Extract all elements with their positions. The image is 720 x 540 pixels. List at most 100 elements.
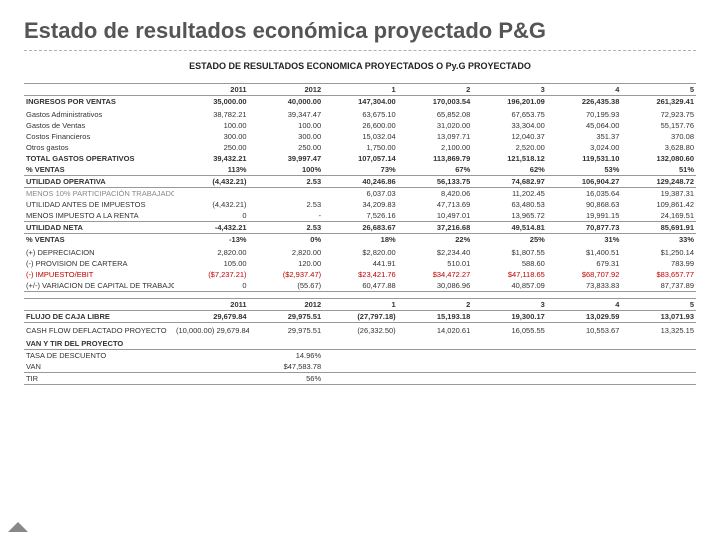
cell-value [398,338,473,350]
cell-value: $68,707.92 [547,269,622,280]
cell-value: 113,869.79 [398,153,473,164]
row-label: % VENTAS [24,164,174,176]
cell-value: 72,923.75 [621,109,696,120]
cell-value: 13,029.59 [547,311,622,323]
cell-value: 53% [547,164,622,176]
table-row: CASH FLOW DEFLACTADO PROYECTO(10,000.00)… [24,325,696,336]
cell-value: 38,782.21 [174,109,249,120]
cell-value: 121,518.12 [472,153,547,164]
cell-value [621,361,696,373]
cell-value [249,188,324,200]
row-label: (+/-) VARIACION DE CAPITAL DE TRABAJO [24,280,174,292]
cell-value: 74,682.97 [472,176,547,188]
cell-value: 70,877.73 [547,222,622,234]
cell-value: 0 [174,280,249,292]
income-statement-table: 2011201212345 INGRESOS POR VENTAS35,000.… [24,83,696,292]
row-label: MENOS 10% PARTICIPACIÓN TRABAJADORES [24,188,174,200]
col-header: 2012 [249,299,324,311]
col-header: 1 [323,299,398,311]
cell-value: 170,003.54 [398,96,473,108]
row-label: VAN [24,361,174,373]
table-row: UTILIDAD NETA-4,432.212.5326,683.6737,21… [24,222,696,234]
cell-value: 10,497.01 [398,210,473,222]
slide-title: Estado de resultados económica proyectad… [24,18,696,44]
table-row: (-) IMPUESTO/EBIT($7,237.21)($2,937.47)$… [24,269,696,280]
col-header: 2012 [249,84,324,96]
row-label: CASH FLOW DEFLACTADO PROYECTO [24,325,174,336]
cell-value: 33% [621,234,696,246]
cell-value: ($2,937.47) [249,269,324,280]
cell-value: 33,304.00 [472,120,547,131]
cell-value: $2,820.00 [323,247,398,258]
cell-value: (27,797.18) [323,311,398,323]
cell-value: 31% [547,234,622,246]
col-header: 2011 [174,84,249,96]
cell-value: 40,857.09 [472,280,547,292]
cell-value: 35,000.00 [174,96,249,108]
cell-value: 56% [249,373,324,385]
cell-value: 106,904.27 [547,176,622,188]
cell-value: 51% [621,164,696,176]
cell-value: 13,071.93 [621,311,696,323]
cell-value: (4,432.21) [174,199,249,210]
cell-value: 129,248.72 [621,176,696,188]
cell-value: 25% [472,234,547,246]
cell-value: 250.00 [249,142,324,153]
table-row: Gastos Administrativos38,782.2139,347.47… [24,109,696,120]
cell-value: 14.96% [249,350,324,362]
row-label: TIR [24,373,174,385]
cell-value: 2.53 [249,176,324,188]
cell-value: 10,553.67 [547,325,622,336]
col-header: 2 [398,299,473,311]
cell-value: 19,387.31 [621,188,696,200]
cell-value: 87,737.89 [621,280,696,292]
cell-value: 6,037.03 [323,188,398,200]
table-row: % VENTAS113%100%73%67%62%53%51% [24,164,696,176]
title-divider [24,50,696,51]
cell-value: 0% [249,234,324,246]
cell-value [398,373,473,385]
corner-triangle-icon [8,522,28,532]
cell-value: 15,032.04 [323,131,398,142]
cell-value: 40,000.00 [249,96,324,108]
cell-value: 441.91 [323,258,398,269]
cell-value [323,338,398,350]
cell-value [174,373,249,385]
cell-value: 18% [323,234,398,246]
cell-value [323,361,398,373]
cell-value [547,373,622,385]
cell-value: 109,861.42 [621,199,696,210]
table-row: TIR 56% [24,373,696,385]
cell-value: 30,086.96 [398,280,473,292]
cell-value: 113% [174,164,249,176]
cell-value [472,350,547,362]
cell-value [621,350,696,362]
cell-value: 2.53 [249,199,324,210]
cell-value: 14,020.61 [398,325,473,336]
cell-value [174,361,249,373]
cell-value [621,373,696,385]
cell-value: 26,683.67 [323,222,398,234]
report-title: ESTADO DE RESULTADOS ECONOMICA PROYECTAD… [24,61,696,71]
cell-value [398,361,473,373]
cell-value [472,373,547,385]
cell-value: 588.60 [472,258,547,269]
cell-value: 13,965.72 [472,210,547,222]
cell-value: 16,035.64 [547,188,622,200]
cell-value: 39,347.47 [249,109,324,120]
cell-value: 1,750.00 [323,142,398,153]
cell-value [547,350,622,362]
cell-value: 85,691.91 [621,222,696,234]
table-row: (+) DEPRECIACION2,820.002,820.00$2,820.0… [24,247,696,258]
cell-value [249,338,324,350]
cell-value: 39,997.47 [249,153,324,164]
cell-value: 67% [398,164,473,176]
cell-value: - [249,210,324,222]
cell-value: 90,868.63 [547,199,622,210]
cell-value: 2.53 [249,222,324,234]
cell-value: 261,329.41 [621,96,696,108]
cell-value: 100.00 [174,120,249,131]
col-header: 5 [621,299,696,311]
cell-value: 34,209.83 [323,199,398,210]
row-label: MENOS IMPUESTO A LA RENTA [24,210,174,222]
